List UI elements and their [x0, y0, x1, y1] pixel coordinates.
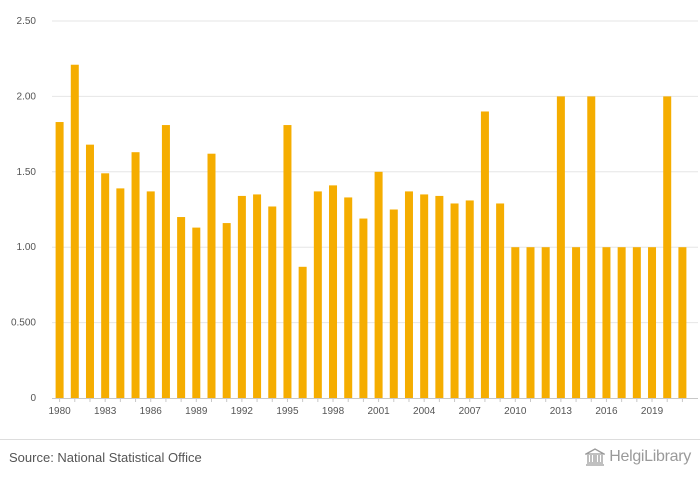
- y-tick-label: 1.50: [17, 167, 37, 178]
- x-axis-ticks: 1980 1983 1986 1989 1992 1995 1998 2001 2004 2007…: [48, 398, 683, 417]
- x-tick-label: 1983: [94, 406, 117, 417]
- bar: [237, 195, 246, 398]
- bar: [465, 200, 474, 398]
- bar: [116, 188, 125, 398]
- bar: [541, 247, 550, 398]
- y-tick-label: 2.50: [17, 16, 37, 27]
- x-tick-label: 2004: [413, 406, 436, 417]
- bars: [55, 64, 687, 399]
- bar: [313, 191, 322, 398]
- bar: [435, 195, 444, 398]
- bar: [298, 266, 307, 398]
- x-tick-label: 1989: [185, 406, 208, 417]
- bar: [359, 218, 368, 398]
- bar: [70, 64, 79, 399]
- bar: [556, 96, 565, 399]
- x-tick-label: 2010: [504, 406, 527, 417]
- bar: [404, 191, 413, 398]
- bar: [374, 171, 383, 398]
- bar: [587, 96, 596, 399]
- bar: [480, 111, 489, 398]
- bar: [329, 185, 338, 398]
- bar: [496, 203, 505, 398]
- x-tick-label: 2013: [550, 406, 573, 417]
- bar: [632, 247, 641, 398]
- y-tick-label: 2.00: [17, 91, 37, 102]
- y-tick-label: 0: [30, 393, 36, 404]
- x-tick-label: 1992: [231, 406, 254, 417]
- x-tick-label: 1998: [322, 406, 345, 417]
- bar: [663, 96, 672, 399]
- bar: [55, 122, 64, 398]
- y-tick-label: 0.500: [11, 318, 36, 329]
- bar: [511, 247, 520, 398]
- x-tick-label: 1995: [276, 406, 299, 417]
- bar: [146, 191, 155, 398]
- bar: [131, 152, 140, 398]
- bar: [389, 209, 398, 398]
- helgilibrary-logo: HelgiLibrary: [585, 448, 691, 466]
- bar: [268, 206, 277, 398]
- bar: [450, 203, 459, 398]
- bar: [161, 125, 170, 398]
- y-tick-label: 1.00: [17, 242, 37, 253]
- source-note: Source: National Statistical Office: [9, 450, 202, 465]
- library-building-icon: [585, 448, 606, 466]
- bar: [526, 247, 535, 398]
- footer-divider: [0, 439, 700, 440]
- bar: [192, 227, 201, 398]
- x-tick-label: 2001: [367, 406, 390, 417]
- bar: [222, 223, 231, 398]
- bar: [207, 153, 216, 398]
- bar: [177, 217, 186, 398]
- bar: [283, 125, 292, 398]
- bar: [617, 247, 626, 398]
- x-tick-label: 2019: [641, 406, 664, 417]
- bar: [678, 247, 687, 398]
- bar: [101, 173, 110, 398]
- bar: [420, 194, 429, 398]
- x-tick-label: 1980: [48, 406, 71, 417]
- bar: [648, 247, 657, 398]
- y-axis-ticks: 0 0.500 1.00 1.50 2.00 2.50: [11, 16, 36, 404]
- logo-text: HelgiLibrary: [609, 448, 691, 465]
- bar: [602, 247, 611, 398]
- bar: [253, 194, 262, 398]
- x-tick-label: 2007: [459, 406, 482, 417]
- bar: [344, 197, 353, 398]
- bar: [572, 247, 581, 398]
- bar: [85, 144, 94, 398]
- x-tick-label: 2016: [595, 406, 618, 417]
- x-tick-label: 1986: [140, 406, 163, 417]
